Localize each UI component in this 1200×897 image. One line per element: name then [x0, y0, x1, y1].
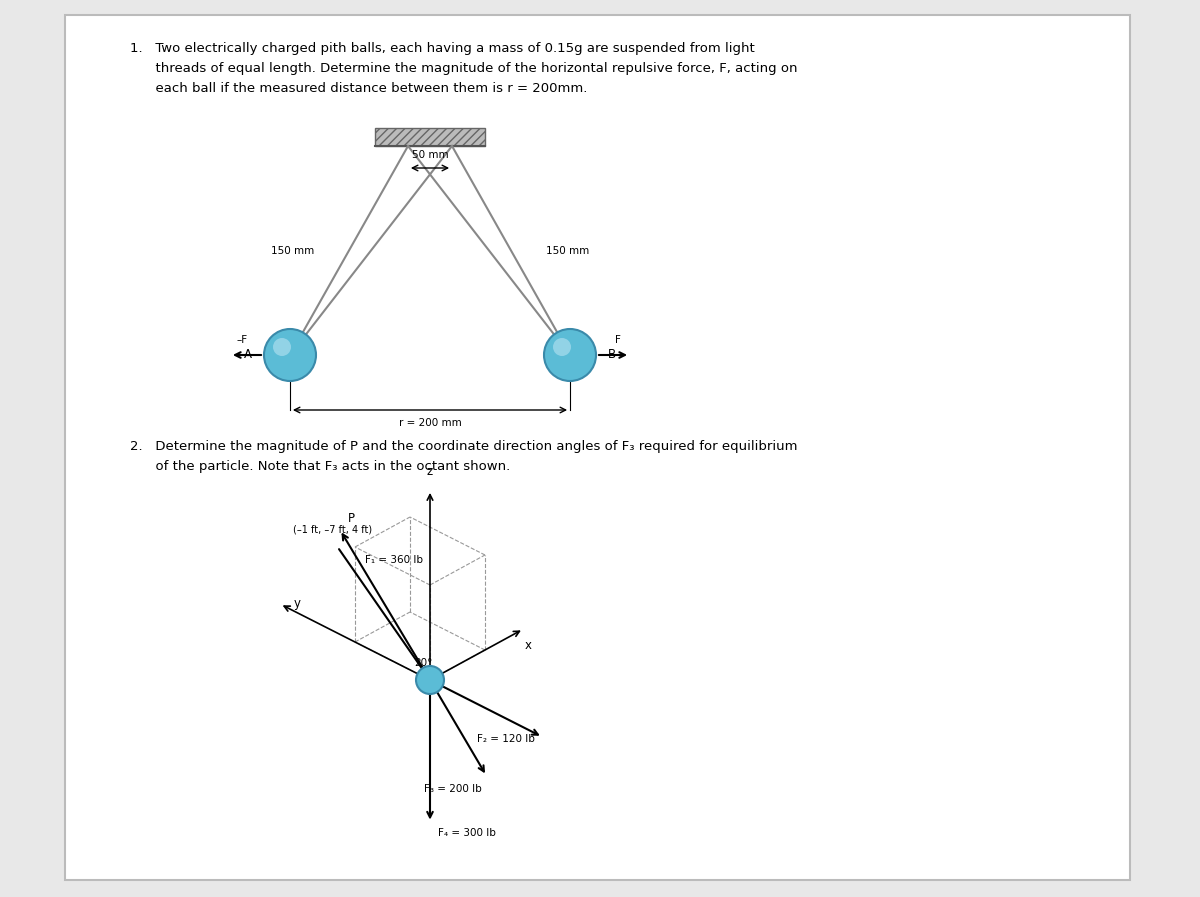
Text: F₁ = 360 lb: F₁ = 360 lb [366, 555, 424, 565]
Text: of the particle. Note that F₃ acts in the octant shown.: of the particle. Note that F₃ acts in th… [130, 460, 510, 473]
Text: threads of equal length. Determine the magnitude of the horizontal repulsive for: threads of equal length. Determine the m… [130, 62, 798, 75]
Text: F₃ = 200 lb: F₃ = 200 lb [424, 784, 481, 794]
Text: y: y [294, 597, 301, 611]
FancyBboxPatch shape [374, 128, 485, 146]
Text: 50 mm: 50 mm [412, 150, 449, 160]
Text: 150 mm: 150 mm [546, 246, 589, 256]
Circle shape [553, 338, 571, 356]
Circle shape [544, 329, 596, 381]
Text: z: z [427, 465, 433, 478]
Text: 2.   Determine the magnitude of P and the coordinate direction angles of F₃ requ: 2. Determine the magnitude of P and the … [130, 440, 798, 453]
Text: B: B [608, 349, 616, 361]
Text: –F: –F [236, 335, 247, 345]
Text: 1.   Two electrically charged pith balls, each having a mass of 0.15g are suspen: 1. Two electrically charged pith balls, … [130, 42, 755, 55]
Text: x: x [526, 639, 532, 652]
Text: each ball if the measured distance between them is r = 200mm.: each ball if the measured distance betwe… [130, 82, 587, 95]
Text: 20°: 20° [414, 658, 433, 668]
Text: F₂ = 120 lb: F₂ = 120 lb [476, 734, 534, 744]
Circle shape [264, 329, 316, 381]
Text: (–1 ft, –7 ft, 4 ft): (–1 ft, –7 ft, 4 ft) [293, 525, 372, 535]
Text: P: P [348, 512, 355, 525]
Text: F₄ = 300 lb: F₄ = 300 lb [438, 828, 496, 838]
Circle shape [274, 338, 292, 356]
Circle shape [416, 666, 444, 694]
FancyBboxPatch shape [65, 15, 1130, 880]
Text: F: F [616, 335, 620, 345]
Text: r = 200 mm: r = 200 mm [398, 418, 461, 428]
Text: A: A [244, 349, 252, 361]
Text: 150 mm: 150 mm [271, 246, 314, 256]
